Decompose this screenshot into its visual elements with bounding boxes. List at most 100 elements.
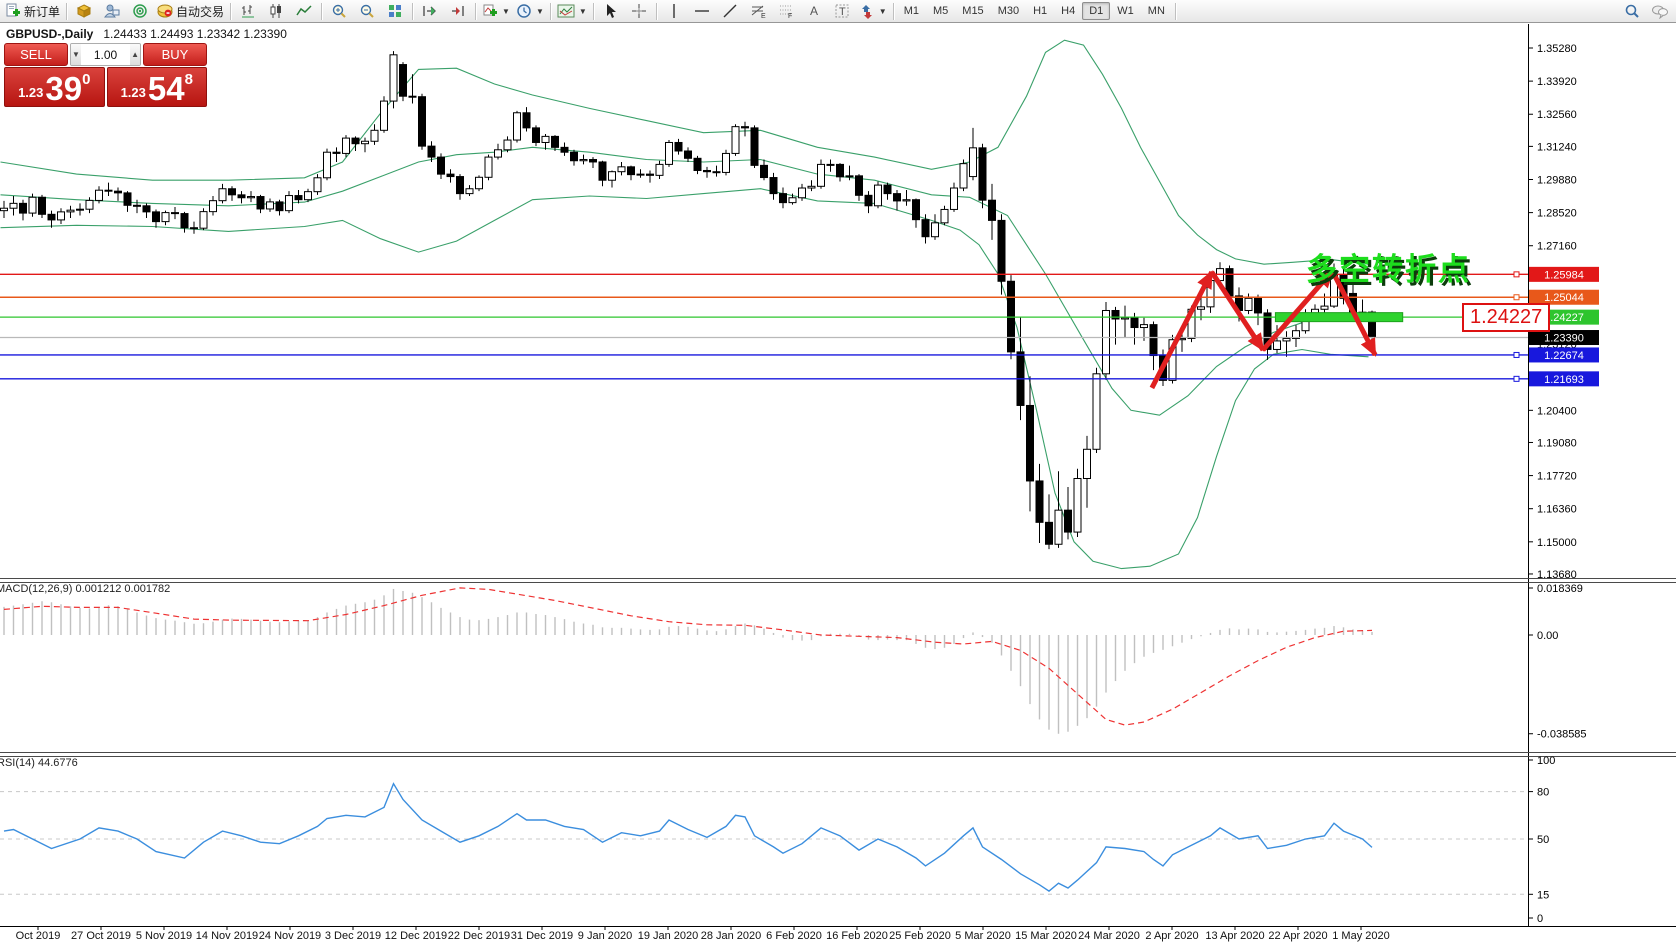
- timeframe-mn-button[interactable]: MN: [1147, 5, 1165, 17]
- rsi-tick-label: 100: [1537, 755, 1555, 767]
- candle: [465, 188, 474, 195]
- candle: [1102, 309, 1110, 375]
- candle: [845, 175, 854, 178]
- trendline-tool-button[interactable]: [716, 0, 744, 22]
- price-tag-label[interactable]: 1.24227: [1462, 303, 1551, 332]
- horizontal-line-tool-button[interactable]: [688, 0, 716, 22]
- candle: [693, 157, 702, 171]
- date-label: 5 Mar 2020: [955, 930, 1011, 942]
- candle: [247, 196, 255, 199]
- arrows-tool-button[interactable]: ▼: [856, 0, 890, 22]
- timeframe-m5-button[interactable]: M5: [933, 5, 949, 17]
- candle: [38, 196, 46, 215]
- candle: [988, 199, 996, 221]
- zoom-out-button[interactable]: [353, 0, 381, 22]
- timeframe-h4-button[interactable]: H4: [1061, 5, 1076, 17]
- text-tool-button[interactable]: A: [800, 0, 828, 22]
- new-order-icon: [6, 3, 20, 17]
- support-zone-bar[interactable]: [1274, 312, 1404, 323]
- templates-button[interactable]: ▼: [554, 0, 590, 22]
- candle: [665, 141, 673, 165]
- autotrading-label: 自动交易: [176, 4, 225, 19]
- lower-band: [0, 188, 1369, 570]
- buy-button[interactable]: BUY: [143, 43, 207, 66]
- buy-price-display[interactable]: 1.23 54 8: [106, 67, 207, 107]
- candle: [218, 188, 227, 202]
- candle: [1083, 448, 1091, 480]
- timeframe-m1-button[interactable]: M1: [903, 5, 919, 17]
- periods-button[interactable]: ▼: [513, 0, 547, 22]
- candle: [123, 192, 132, 206]
- volume-decrease-button[interactable]: ▼: [71, 44, 81, 65]
- cursor-tool-button[interactable]: [597, 0, 625, 22]
- line-chart-type-button[interactable]: [290, 0, 318, 22]
- sell-price-pip: 0: [82, 71, 91, 88]
- date-label: 28 Jan 2020: [701, 930, 762, 942]
- sell-button[interactable]: SELL: [4, 43, 68, 66]
- terminal-button[interactable]: [98, 0, 126, 22]
- trend-arrow: [1149, 270, 1214, 390]
- candle: [199, 211, 208, 229]
- vertical-line-tool-button[interactable]: [660, 0, 688, 22]
- candle: [798, 187, 806, 199]
- candle: [180, 213, 189, 229]
- rsi-line: [3, 782, 1373, 892]
- indicators-button[interactable]: ▼: [479, 0, 513, 22]
- horizontal-price-lines[interactable]: [0, 271, 1528, 382]
- chart-shift-button[interactable]: [444, 0, 472, 22]
- candle: [456, 176, 464, 195]
- tile-windows-button[interactable]: [381, 0, 409, 22]
- macd-panel: [3, 587, 1373, 734]
- fibonacci-tool-button[interactable]: E: [744, 0, 772, 22]
- price-tag: [1529, 289, 1599, 305]
- rsi-tick-label: 80: [1537, 787, 1549, 799]
- zoom-out-icon: [360, 4, 374, 18]
- trend-arrows[interactable]: [1149, 269, 1378, 390]
- date-label: 19 Jan 2020: [638, 930, 699, 942]
- candle: [66, 209, 75, 213]
- fibonacci-icon: E: [751, 5, 766, 19]
- candle: [285, 195, 293, 212]
- volume-input[interactable]: [80, 44, 131, 65]
- candle: [237, 194, 246, 199]
- timeframe-w1-button[interactable]: W1: [1117, 5, 1134, 17]
- crosshair-icon: [631, 4, 646, 18]
- crosshair-tool-button[interactable]: [625, 0, 653, 22]
- date-label: 2 Apr 2020: [1145, 930, 1198, 942]
- timeframe-m30-button[interactable]: M30: [997, 5, 1020, 17]
- turning-point-annotation[interactable]: 多空转折点: [1306, 252, 1471, 287]
- rsi-label: RSI(14) 44.6776: [0, 757, 78, 769]
- candlestick-chart-type-button[interactable]: [262, 0, 290, 22]
- chat-button[interactable]: [1646, 0, 1674, 22]
- date-label: 25 Feb 2020: [889, 930, 951, 942]
- market-watch-button[interactable]: [70, 0, 98, 22]
- candle: [722, 152, 730, 173]
- timeframe-h1-button[interactable]: H1: [1033, 5, 1048, 17]
- line-chart-icon: [296, 5, 312, 16]
- candle: [161, 212, 170, 223]
- new-order-button[interactable]: 新订单: [2, 0, 63, 22]
- buy-price-main: 54: [147, 70, 185, 107]
- price-tick-label: 1.33920: [1537, 76, 1577, 88]
- candle: [332, 151, 341, 154]
- auto-scroll-button[interactable]: [416, 0, 444, 22]
- volume-increase-button[interactable]: ▲: [130, 44, 140, 65]
- sell-price-display[interactable]: 1.23 39 0: [4, 67, 105, 107]
- date-label: 9 Jan 2020: [578, 930, 632, 942]
- timeframe-m15-button[interactable]: M15: [962, 5, 984, 17]
- autotrading-button[interactable]: 自动交易: [154, 0, 227, 22]
- signal-button[interactable]: [126, 0, 154, 22]
- date-label: 16 Feb 2020: [826, 930, 888, 942]
- zoom-in-button[interactable]: [325, 0, 353, 22]
- price-tick-label: 1.16360: [1537, 504, 1577, 516]
- bar-chart-type-button[interactable]: [234, 0, 262, 22]
- label-tool-button[interactable]: T: [828, 0, 856, 22]
- timeframe-d1-button[interactable]: D1: [1082, 2, 1111, 20]
- candle: [313, 177, 322, 193]
- price-axis: 1.35280 1.33920 1.32560 1.31240 1.29880 1.285…: [1528, 43, 1599, 925]
- candle: [1254, 297, 1262, 314]
- grid-tool-button[interactable]: F: [772, 0, 800, 22]
- candle: [674, 141, 683, 152]
- search-button[interactable]: [1618, 0, 1646, 22]
